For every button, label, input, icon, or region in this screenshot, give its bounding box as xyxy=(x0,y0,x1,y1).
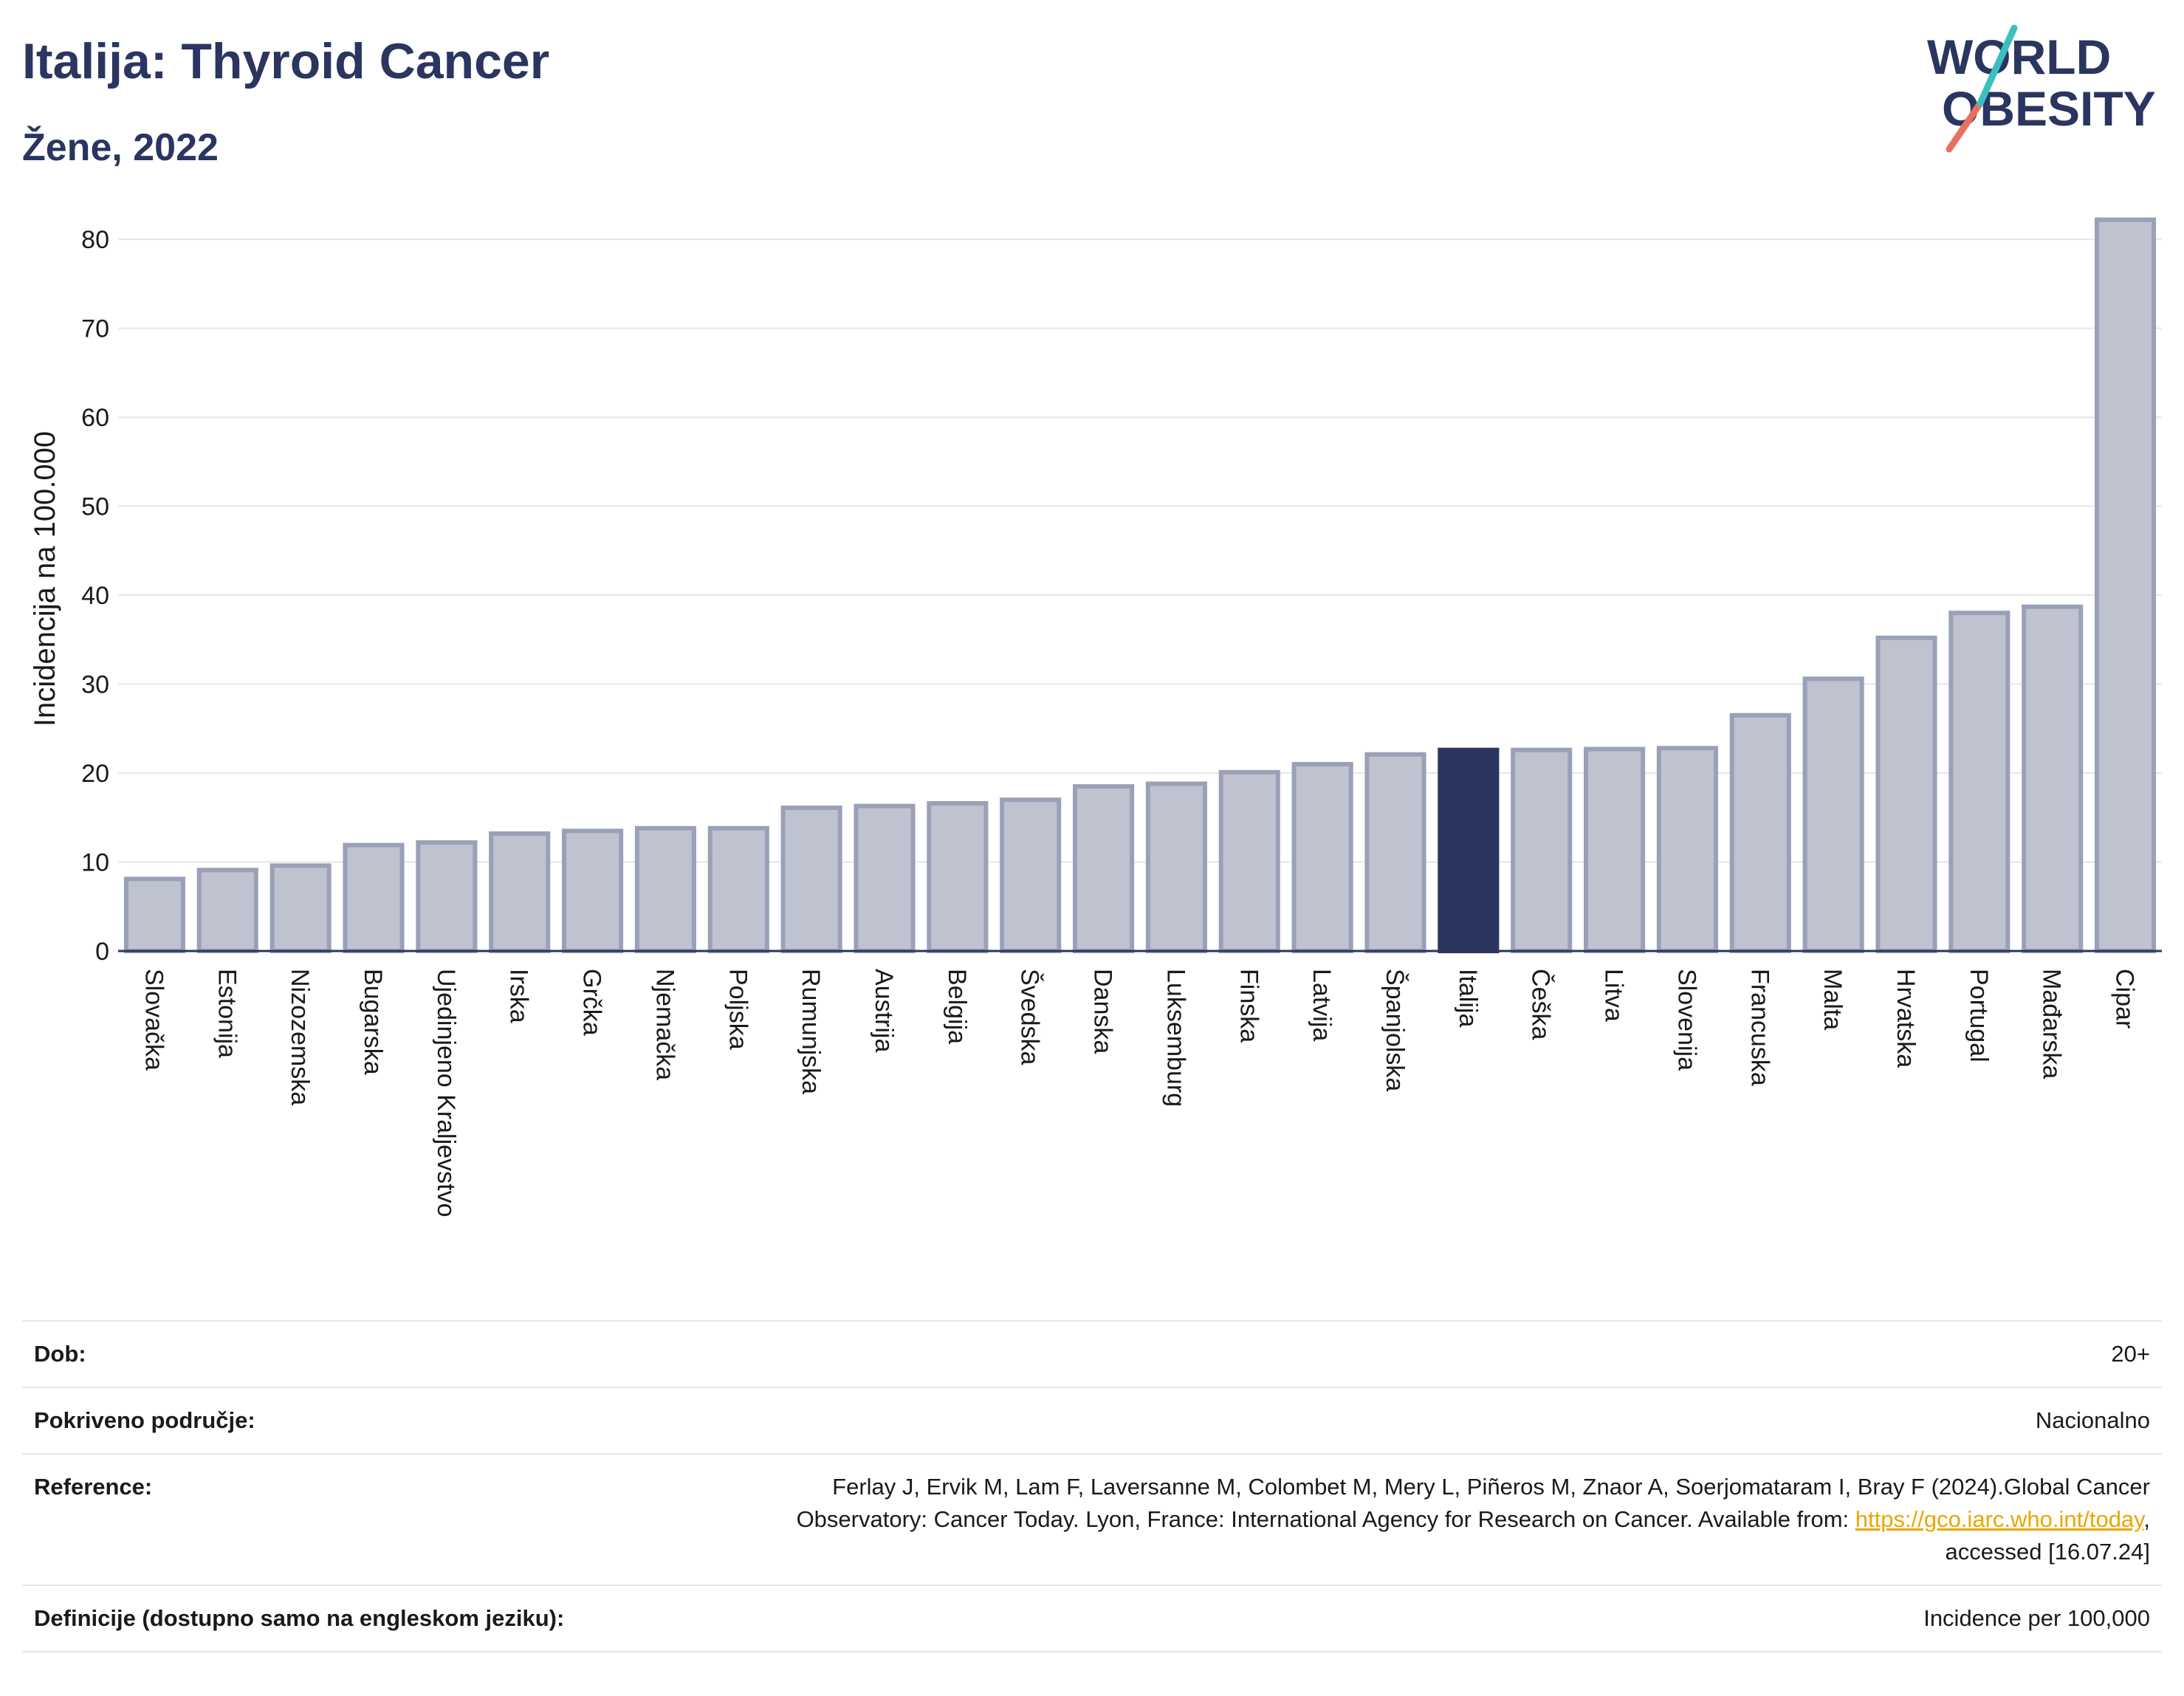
bar-6 xyxy=(562,828,624,953)
x-category-label: Grčka xyxy=(578,969,606,1036)
bar-24 xyxy=(1875,635,1937,953)
x-category-label: Mađarska xyxy=(2038,969,2066,1079)
meta-row-reference: Reference: Ferlay J, Ervik M, Lam F, Lav… xyxy=(22,1453,2162,1585)
x-category-label: Italija xyxy=(1454,969,1482,1027)
x-category-label: Poljska xyxy=(724,969,752,1050)
y-tick-label: 60 xyxy=(81,404,109,432)
y-axis-ticks: 0 10 20 30 40 50 60 70 80 xyxy=(81,226,109,966)
reference-text-4: accessed [16.07.24] xyxy=(1945,1539,2150,1565)
bar-2 xyxy=(269,863,332,953)
x-category-label: Ujedinjeno Kraljevstvo xyxy=(432,969,460,1217)
definitions-label: Definicije (dostupno samo na engleskom j… xyxy=(34,1605,565,1631)
x-category-label: Portugal xyxy=(1965,969,1993,1062)
world-obesity-logo: WORLD OBESITY xyxy=(1927,24,2156,153)
x-category-label: Slovenija xyxy=(1672,969,1700,1071)
reference-text-3: , xyxy=(2143,1506,2150,1532)
reference-text-1: Ferlay J, Ervik M, Lam F, Laversanne M, … xyxy=(832,1474,2150,1500)
meta-row-definitions: Definicije (dostupno samo na engleskom j… xyxy=(22,1585,2162,1652)
bar-20 xyxy=(1584,746,1646,953)
x-category-label: Irska xyxy=(505,969,533,1023)
bar-12 xyxy=(1000,797,1062,954)
bar-26 xyxy=(2022,604,2084,954)
reference-label: Reference: xyxy=(34,1474,153,1500)
bar-11 xyxy=(927,800,989,953)
x-category-label: Španjolska xyxy=(1381,969,1409,1091)
x-category-label: Nizozemska xyxy=(286,969,314,1105)
bar-23 xyxy=(1802,676,1864,953)
x-category-label: Hrvatska xyxy=(1892,969,1920,1068)
bar-0 xyxy=(123,876,185,954)
age-label: Dob: xyxy=(34,1341,86,1367)
y-tick-label: 50 xyxy=(81,493,109,521)
y-tick-label: 40 xyxy=(81,582,109,610)
y-tick-label: 30 xyxy=(81,671,109,699)
bar-18 xyxy=(1438,747,1500,953)
reference-text-2: Observatory: Cancer Today. Lyon, France:… xyxy=(796,1506,1855,1532)
chart-title: Italija: Thyroid Cancer xyxy=(22,33,550,89)
x-category-label: Latvija xyxy=(1308,969,1336,1041)
bar-17 xyxy=(1364,752,1426,953)
x-category-label: Slovačka xyxy=(140,969,168,1071)
bar-5 xyxy=(489,831,551,953)
x-category-label: Danska xyxy=(1089,969,1117,1054)
bar-16 xyxy=(1291,761,1353,953)
coverage-label: Pokriveno područje: xyxy=(34,1407,255,1433)
coverage-value: Nacionalno xyxy=(2035,1407,2150,1433)
y-axis-label: Incidencija na 100.000 xyxy=(29,431,61,727)
bar-19 xyxy=(1511,747,1573,953)
chart-subtitle: Žene, 2022 xyxy=(22,126,219,169)
x-category-label: Estonija xyxy=(213,969,241,1058)
bar-10 xyxy=(854,803,916,953)
x-category-label: Litva xyxy=(1600,969,1628,1022)
reference-value: Ferlay J, Ervik M, Lam F, Laversanne M, … xyxy=(580,1471,2150,1568)
x-category-label: Rumunjska xyxy=(797,969,825,1094)
bar-9 xyxy=(780,806,842,954)
metadata-table: Dob: 20+ Pokriveno područje: Nacionalno … xyxy=(22,1320,2162,1652)
x-category-label: Cipar xyxy=(2111,969,2139,1029)
definitions-value: Incidence per 100,000 xyxy=(1923,1605,2150,1631)
meta-row-age: Dob: 20+ xyxy=(22,1320,2162,1387)
meta-row-coverage: Pokriveno područje: Nacionalno xyxy=(22,1387,2162,1453)
x-category-label: Finska xyxy=(1234,969,1263,1043)
x-category-label: Švedska xyxy=(1016,969,1044,1065)
bar-15 xyxy=(1218,769,1280,953)
x-category-label: Malta xyxy=(1819,969,1847,1030)
bar-27 xyxy=(2095,217,2157,953)
x-category-label: Češka xyxy=(1527,969,1555,1040)
bar-3 xyxy=(343,842,405,953)
x-category-label: Francuska xyxy=(1745,969,1773,1086)
reference-link[interactable]: https://gco.iarc.who.int/today xyxy=(1855,1506,2144,1532)
x-category-label: Luksemburg xyxy=(1161,969,1189,1107)
x-category-label: Austrija xyxy=(870,969,898,1052)
y-tick-label: 80 xyxy=(81,226,109,254)
bar-chart: 0 10 20 30 40 50 60 70 80 Slovačka Estonija Nizoze… xyxy=(29,217,2162,1217)
x-category-label: Bugarska xyxy=(359,969,387,1075)
age-value: 20+ xyxy=(2111,1341,2150,1367)
y-tick-label: 20 xyxy=(81,760,109,788)
bar-21 xyxy=(1656,746,1718,953)
logo-line1: WORLD xyxy=(1927,30,2111,84)
bars xyxy=(123,217,2157,954)
bar-1 xyxy=(196,868,258,953)
y-tick-label: 10 xyxy=(81,849,109,877)
bar-22 xyxy=(1729,713,1791,954)
x-category-label: Belgija xyxy=(943,969,971,1044)
y-tick-label: 0 xyxy=(95,938,109,966)
bar-7 xyxy=(634,825,696,953)
bar-8 xyxy=(707,825,769,953)
bar-13 xyxy=(1073,784,1135,953)
bar-25 xyxy=(1948,611,2010,954)
x-category-label: Njemačka xyxy=(650,969,679,1080)
bar-14 xyxy=(1145,781,1207,953)
x-axis-labels: Slovačka Estonija Nizozemska Bugarska Ujedin… xyxy=(140,969,2138,1217)
y-tick-label: 70 xyxy=(81,315,109,343)
bar-4 xyxy=(416,840,478,953)
